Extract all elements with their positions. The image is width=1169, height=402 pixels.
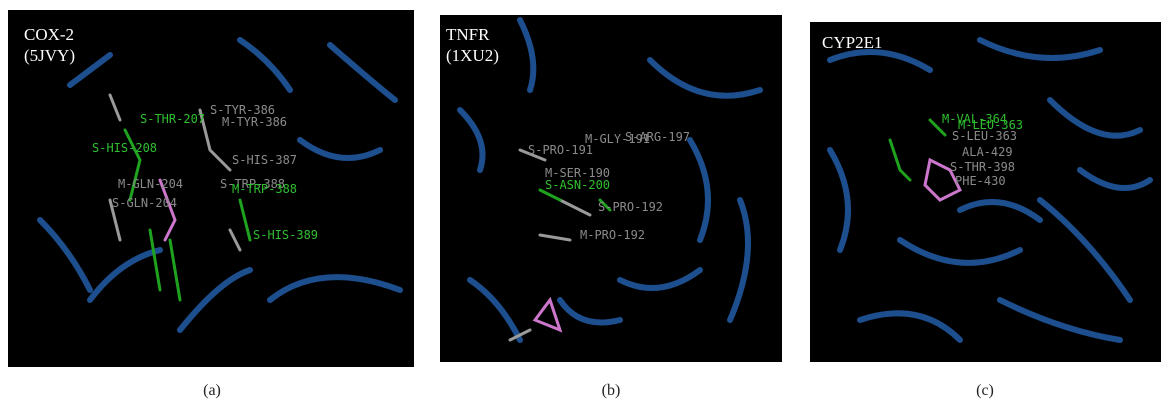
residue-label: S-ARG-197: [625, 130, 690, 144]
residue-label: S-HIS-208: [92, 141, 157, 155]
residue-label: M-LEU-363: [958, 118, 1023, 132]
panel-title: CYP2E1: [822, 33, 882, 52]
residue-label: S-GLN-204: [112, 196, 177, 210]
panel-title: (5JVY): [24, 46, 75, 65]
residue-label: S-HIS-389: [253, 228, 318, 242]
panel-title: (1XU2): [446, 46, 499, 65]
residue-label: S-LEU-363: [952, 129, 1017, 143]
residue-label: S-THR-398: [950, 160, 1015, 174]
panel-caption: (b): [602, 382, 621, 399]
residue-label: ALA-429: [962, 145, 1013, 159]
residue-label: M-VAL-364: [942, 112, 1007, 126]
residue-label: S-TYR-386: [210, 103, 275, 117]
panel-caption: (a): [203, 382, 221, 399]
panel-c-bg: [810, 22, 1161, 362]
residue-label: M-TYR-386: [222, 115, 287, 129]
panel-caption: (c): [976, 382, 994, 399]
residue-label: M-GLN-204: [118, 177, 183, 191]
residue-label: M-TRP-388: [232, 182, 297, 196]
panel-b-bg: [440, 15, 782, 362]
residue-label: PHE-430: [955, 174, 1006, 188]
panel-title: COX-2: [24, 25, 74, 44]
residue-label: M-PRO-192: [580, 228, 645, 242]
residue-label: S-PRO-191: [528, 143, 593, 157]
panel-title: TNFR: [446, 25, 490, 44]
panel-a-bg: [8, 10, 414, 367]
ribbons: [37, 17, 1153, 343]
residue-label: S-PRO-192: [598, 200, 663, 214]
residue-label: S-ASN-200: [545, 178, 610, 192]
residue-label: M-GLY-191: [585, 132, 650, 146]
residue-label: S-THR-207: [140, 112, 205, 126]
sticks: [108, 93, 963, 342]
residue-label: S-HIS-387: [232, 153, 297, 167]
residue-label: M-SER-190: [545, 166, 610, 180]
residue-label: S-TRP-388: [220, 177, 285, 191]
